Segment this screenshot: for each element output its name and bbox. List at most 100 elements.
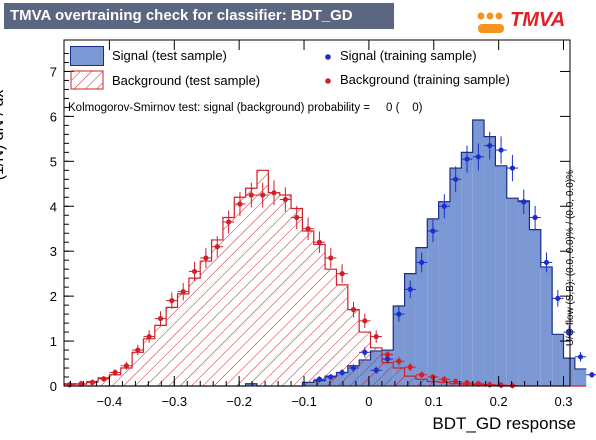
background-train-point: [78, 381, 84, 387]
signal-train-point: [373, 367, 379, 373]
background-test-outline: [64, 169, 587, 387]
signal-train-point: [566, 329, 572, 335]
plot-title: TMVA overtraining check for classifier: …: [4, 3, 394, 29]
background-test-bar: [347, 309, 360, 386]
background-test-bar: [359, 332, 371, 386]
y-tick-label: 3: [50, 244, 57, 259]
signal-test-bar: [574, 368, 587, 386]
background-train-point: [373, 333, 379, 340]
y-tick-label: 2: [50, 289, 57, 304]
x-tick-label: 0.1: [425, 394, 443, 409]
x-tick-label: 0: [365, 394, 372, 409]
signal-train-point: [543, 259, 550, 266]
signal-train-point: [396, 311, 402, 317]
signal-train-point: [475, 154, 481, 160]
background-test-bar: [143, 338, 155, 386]
signal-test-bar: [427, 218, 439, 386]
legend-signal-test-swatch: [70, 46, 104, 66]
signal-test-bar: [472, 119, 485, 387]
signal-test-bar: [563, 358, 575, 386]
background-train-point: [248, 192, 254, 198]
background-train-point: [407, 364, 413, 370]
background-test-bar: [98, 377, 110, 386]
background-test-bar: [200, 261, 212, 386]
signal-train-point: [487, 142, 493, 149]
logo-text: TMVA: [510, 9, 566, 31]
background-test-bar: [256, 170, 269, 386]
background-test-bar: [166, 307, 178, 386]
x-tick-label: 0.3: [554, 394, 572, 409]
signal-test-bar: [415, 247, 428, 386]
background-train-point: [214, 244, 220, 250]
y-tick-label: 7: [50, 64, 57, 79]
background-train-point: [316, 239, 323, 245]
signal-train-point: [441, 203, 447, 209]
background-test-bar: [313, 244, 326, 386]
background-train-point: [464, 380, 470, 386]
signal-train-point: [339, 369, 345, 376]
background-train-point: [339, 271, 345, 277]
signal-train-point: [419, 259, 425, 266]
background-test-bar: [109, 374, 121, 386]
x-axis-label: BDT_GD response: [432, 414, 576, 433]
background-train-point: [123, 363, 130, 369]
x-tick-label: −0.3: [161, 394, 187, 409]
background-test-bar: [154, 325, 167, 386]
background-train-point: [101, 376, 107, 382]
y-tick-label: 5: [50, 154, 57, 169]
signal-train-point: [362, 349, 368, 355]
background-train-point: [475, 381, 481, 387]
legend-signal-train: Signal (training sample): [340, 48, 477, 63]
background-train-point: [169, 298, 175, 304]
background-test-bar: [325, 269, 337, 386]
background-train-point: [396, 358, 402, 364]
signal-train-point: [555, 295, 561, 301]
background-test-bar: [279, 195, 292, 386]
background-train-point: [282, 196, 288, 203]
signal-test-bar: [506, 198, 519, 386]
background-test-bar: [132, 352, 144, 386]
legend-background-train-marker: [325, 78, 331, 84]
signal-train-point: [384, 356, 391, 362]
y-tick-label: 4: [50, 199, 57, 214]
background-train-point: [294, 214, 300, 221]
background-train-point: [350, 307, 357, 313]
x-tick-label: −0.1: [291, 394, 317, 409]
background-train-point: [146, 333, 152, 340]
background-test-bar: [222, 217, 235, 386]
background-test-bar: [291, 208, 303, 386]
background-test-bar: [381, 362, 394, 386]
background-test-bar: [245, 188, 257, 386]
signal-test-bar: [529, 229, 541, 386]
background-test-bar: [427, 381, 439, 386]
background-train-point: [430, 374, 436, 380]
signal-train-point: [407, 286, 413, 292]
signal-test-bar: [393, 306, 405, 386]
legend-background-test: Background (test sample): [112, 73, 261, 88]
background-train-point: [237, 201, 243, 207]
logo-dots-icon: [477, 12, 504, 33]
background-train-point: [362, 318, 368, 324]
legend: Signal (test sample) Background (test sa…: [66, 44, 553, 96]
legend-signal-test: Signal (test sample): [112, 48, 227, 63]
signal-train-point: [453, 176, 459, 182]
signal-train-point: [498, 147, 504, 153]
background-test-bar: [302, 230, 314, 386]
background-train-point: [112, 369, 118, 376]
signal-train-point: [316, 376, 323, 382]
background-train-point: [271, 190, 277, 196]
background-train-point: [441, 376, 447, 382]
background-train-point: [157, 315, 164, 322]
x-tick-label: 0.2: [490, 394, 508, 409]
signal-train-point: [350, 365, 357, 371]
background-test-bar: [393, 368, 405, 386]
signal-train-point: [464, 156, 470, 162]
background-test-bar: [188, 278, 201, 386]
background-train-point: [328, 255, 334, 261]
legend-background-train: Background (training sample): [340, 72, 510, 87]
signal-test-bar: [540, 266, 553, 386]
signal-train-point: [430, 228, 436, 234]
background-test-bar: [336, 284, 348, 386]
signal-test-bar: [518, 200, 530, 386]
